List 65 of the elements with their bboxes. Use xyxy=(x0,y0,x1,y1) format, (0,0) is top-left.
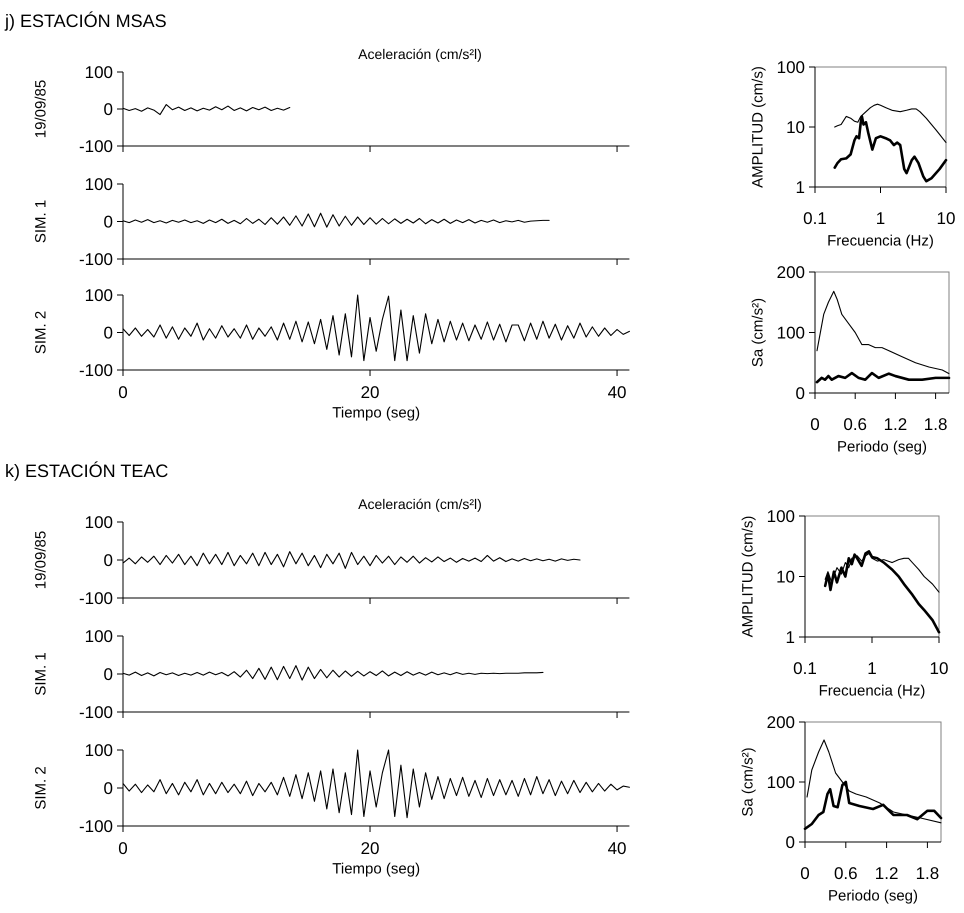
y-tick-label: 1 xyxy=(796,178,805,197)
y-axis-title: 19/09/85 xyxy=(32,530,50,590)
x-tick-label: 1.8 xyxy=(924,414,948,434)
x-tick-label: 20 xyxy=(360,382,380,402)
y-tick-label: -100 xyxy=(78,702,113,722)
y-axis-title: AMPLITUD (cm/s) xyxy=(749,66,766,188)
x-axis-title: Periodo (seg) xyxy=(828,887,918,904)
x-axis-title: Periodo (seg) xyxy=(836,438,928,456)
x-tick-label: 1.8 xyxy=(916,864,940,883)
y-tick-label: 10 xyxy=(776,567,795,586)
y-tick-label: -100 xyxy=(78,250,113,269)
x-tick-label: 1 xyxy=(867,658,877,678)
x-tick-label: 10 xyxy=(930,658,948,678)
chart-title: j) ESTACIÓN MSAS xyxy=(4,11,167,31)
x-tick-label: 1.2 xyxy=(874,864,898,883)
x-axis-title: Tiempo (seg) xyxy=(332,860,420,878)
x-tick-label: 10 xyxy=(936,208,956,228)
chart-title: k) ESTACIÓN TEAC xyxy=(5,461,168,481)
x-tick-label: 1 xyxy=(876,208,886,228)
y-tick-label: -100 xyxy=(78,816,113,836)
y-axis-title: SIM. 1 xyxy=(32,200,50,244)
x-axis-title: Tiempo (seg) xyxy=(332,404,420,422)
y-tick-label: 100 xyxy=(84,174,113,194)
x-tick-label: 0.6 xyxy=(834,864,858,883)
x-tick-label: 0.1 xyxy=(793,658,817,678)
y-tick-label: 200 xyxy=(766,712,795,732)
y-tick-label: 1 xyxy=(786,628,795,647)
y-tick-label: 10 xyxy=(786,118,805,137)
y-tick-label: -100 xyxy=(78,360,113,380)
y-axis-title: AMPLITUD (cm/s) xyxy=(739,516,756,638)
x-tick-label: 0 xyxy=(118,382,128,402)
y-tick-label: 100 xyxy=(84,512,113,532)
y-tick-label: 100 xyxy=(766,772,795,792)
y-axis-title: 19/09/85 xyxy=(32,80,50,138)
y-axis-title: SIM. 1 xyxy=(32,652,50,696)
y-tick-label: 100 xyxy=(84,286,113,305)
y-axis-title: Sa (cm/s²) xyxy=(749,298,766,368)
y-tick-label: 100 xyxy=(84,62,113,82)
y-tick-label: 0 xyxy=(104,323,113,342)
y-axis-title: SIM. 2 xyxy=(32,310,50,354)
chart-subtitle: Aceleración (cm/s²l) xyxy=(358,46,482,62)
x-tick-label: 40 xyxy=(608,838,627,858)
x-tick-label: 20 xyxy=(360,838,380,858)
x-tick-label: 0 xyxy=(810,414,820,434)
y-tick-label: 100 xyxy=(776,58,805,77)
x-tick-label: 1.2 xyxy=(884,414,908,434)
chart-subtitle: Aceleración (cm/s²l) xyxy=(358,496,482,512)
y-tick-label: -100 xyxy=(78,588,113,608)
y-axis-title: SIM. 2 xyxy=(32,766,50,810)
y-tick-label: 100 xyxy=(776,323,805,342)
x-tick-label: 0.1 xyxy=(803,208,827,228)
x-axis-title: Frecuencia (Hz) xyxy=(818,682,926,700)
y-tick-label: -100 xyxy=(78,136,113,156)
y-tick-label: 100 xyxy=(84,626,113,646)
x-tick-label: 40 xyxy=(608,382,627,402)
y-tick-label: 0 xyxy=(104,100,113,119)
y-tick-label: 200 xyxy=(776,262,805,282)
y-tick-label: 100 xyxy=(84,740,113,760)
y-tick-label: 100 xyxy=(766,506,795,526)
x-tick-label: 0 xyxy=(118,838,128,858)
y-tick-label: 0 xyxy=(104,550,113,570)
y-axis-title: Sa (cm/s²) xyxy=(739,747,756,817)
x-tick-label: 0.6 xyxy=(843,414,868,434)
y-tick-label: 0 xyxy=(104,778,113,798)
x-axis-title: Frecuencia (Hz) xyxy=(827,232,934,250)
